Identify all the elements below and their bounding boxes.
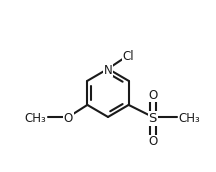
Text: O: O (64, 112, 73, 125)
Text: N: N (104, 64, 112, 77)
Text: CH₃: CH₃ (178, 112, 200, 125)
Text: CH₃: CH₃ (25, 112, 46, 125)
Text: Cl: Cl (123, 50, 134, 63)
Text: S: S (149, 112, 157, 125)
Text: O: O (148, 89, 157, 102)
Text: O: O (148, 135, 157, 148)
